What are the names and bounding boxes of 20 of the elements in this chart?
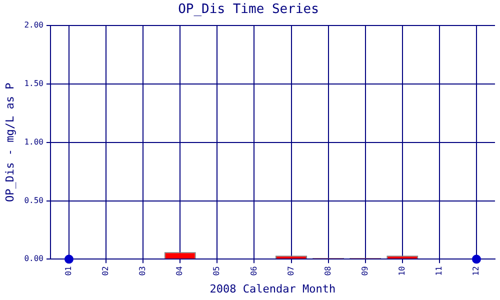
y-tick-label: 0.00 [24,254,44,264]
x-tick-label: 05 [212,266,222,276]
x-tick-label: 08 [323,266,332,276]
x-axis-title: 2008 Calendar Month [210,282,336,296]
x-tick-label: 01 [64,266,74,276]
x-tick-label: 04 [175,266,184,276]
y-tick-label: 1.50 [24,79,44,88]
x-tick-label: 11 [434,266,444,276]
y-tick-label: 2.00 [24,20,44,30]
x-tick-label: 10 [397,266,406,276]
y-axis-title: OP_Dis - mg/L as P [3,82,16,202]
x-tick-label: 07 [286,266,296,276]
x-tick-label: 06 [249,266,258,276]
x-tick-label: 02 [101,266,110,276]
y-tick-label: 1.00 [24,137,44,146]
x-tick-label: 09 [360,266,370,276]
chart-title: OP_Dis Time Series [178,2,319,18]
y-tick-label: 0.50 [24,196,44,205]
x-tick-label: 12 [472,266,481,276]
x-tick-label: 03 [138,266,148,276]
